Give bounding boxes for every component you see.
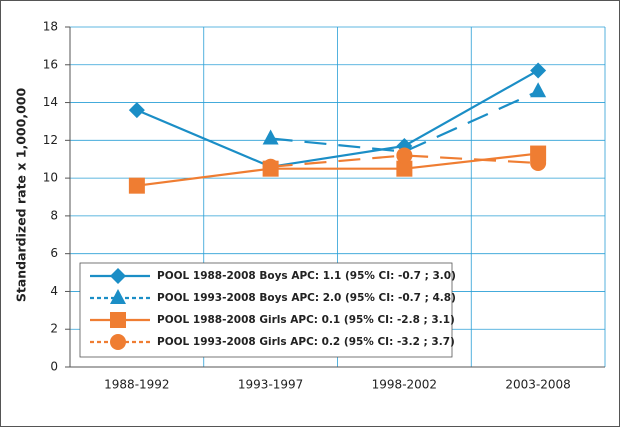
series-line: [136, 152, 539, 187]
y-tick-label: 18: [43, 20, 58, 34]
marker: [530, 82, 547, 98]
marker: [396, 160, 413, 177]
y-tick-label: 14: [43, 95, 58, 109]
legend-marker: [110, 312, 126, 328]
x-tick-label: 1998-2002: [372, 378, 437, 392]
legend-marker: [110, 268, 126, 284]
y-tick-label: 12: [43, 133, 58, 147]
y-tick-label: 6: [50, 246, 58, 260]
y-tick-label: 8: [50, 208, 58, 222]
marker: [530, 62, 547, 79]
x-tick-label: 2003-2008: [505, 378, 570, 392]
legend-label: POOL 1988-2008 Girls APC: 0.1 (95% CI: -…: [157, 314, 455, 326]
y-tick-label: 2: [50, 322, 58, 336]
legend-marker: [110, 334, 126, 350]
legend-label: POOL 1988-2008 Boys APC: 1.1 (95% CI: -0…: [157, 270, 456, 282]
series-line: [136, 69, 539, 168]
marker: [128, 102, 145, 119]
y-tick-label: 10: [43, 171, 58, 185]
marker: [128, 177, 145, 194]
series-line: [270, 154, 539, 168]
x-tick-label: 1988-1992: [104, 378, 169, 392]
marker: [262, 129, 279, 145]
marker: [530, 155, 547, 171]
y-tick-label: 16: [43, 57, 58, 71]
series-line: [270, 90, 539, 153]
legend-label: POOL 1993-2008 Boys APC: 2.0 (95% CI: -0…: [157, 292, 456, 304]
marker: [262, 158, 279, 175]
y-tick-label: 4: [50, 284, 58, 298]
legend-marker: [110, 289, 126, 304]
y-tick-label: 0: [50, 360, 58, 374]
y-axis-label: Standardized rate x 1,000,000: [14, 88, 29, 303]
x-tick-label: 1993-1997: [238, 378, 303, 392]
marker: [396, 147, 413, 164]
legend-label: POOL 1993-2008 Girls APC: 0.2 (95% CI: -…: [157, 336, 455, 348]
